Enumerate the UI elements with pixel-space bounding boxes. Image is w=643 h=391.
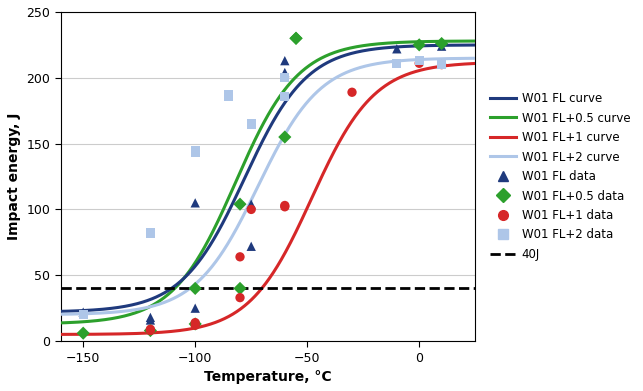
Point: [145, 230, 156, 236]
Point: [280, 57, 290, 64]
Point: [78, 312, 88, 318]
Point: [246, 121, 257, 127]
Point: [190, 285, 201, 292]
Point: [145, 314, 156, 321]
Point: [235, 294, 245, 301]
Point: [437, 43, 447, 49]
Point: [190, 150, 201, 156]
Point: [190, 147, 201, 153]
Point: [280, 93, 290, 99]
Point: [414, 57, 424, 64]
Point: [280, 75, 290, 81]
Point: [78, 330, 88, 336]
Point: [280, 134, 290, 140]
Point: [414, 42, 424, 48]
Point: [235, 201, 245, 207]
Point: [291, 35, 301, 41]
Y-axis label: Impact energy, J: Impact energy, J: [7, 113, 21, 240]
Point: [145, 317, 156, 323]
Point: [145, 327, 156, 334]
Point: [190, 321, 201, 327]
Point: [392, 46, 402, 52]
Point: [145, 326, 156, 332]
Point: [347, 89, 357, 95]
Point: [437, 61, 447, 68]
Point: [291, 35, 301, 41]
Point: [437, 61, 447, 68]
Legend: W01 FL curve, W01 FL+0.5 curve, W01 FL+1 curve, W01 FL+2 curve, W01 FL data, W01: W01 FL curve, W01 FL+0.5 curve, W01 FL+1…: [485, 87, 635, 266]
Point: [145, 327, 156, 334]
Point: [235, 254, 245, 260]
X-axis label: Temperature, °C: Temperature, °C: [204, 370, 332, 384]
Point: [246, 206, 257, 213]
Point: [190, 200, 201, 206]
Point: [78, 309, 88, 315]
Point: [437, 40, 447, 47]
Point: [392, 60, 402, 66]
Point: [224, 93, 234, 99]
Point: [246, 201, 257, 207]
Point: [190, 322, 201, 328]
Point: [190, 319, 201, 326]
Point: [190, 305, 201, 311]
Point: [280, 203, 290, 209]
Point: [246, 243, 257, 249]
Point: [280, 204, 290, 210]
Point: [235, 285, 245, 292]
Point: [280, 69, 290, 75]
Point: [224, 92, 234, 98]
Point: [414, 60, 424, 66]
